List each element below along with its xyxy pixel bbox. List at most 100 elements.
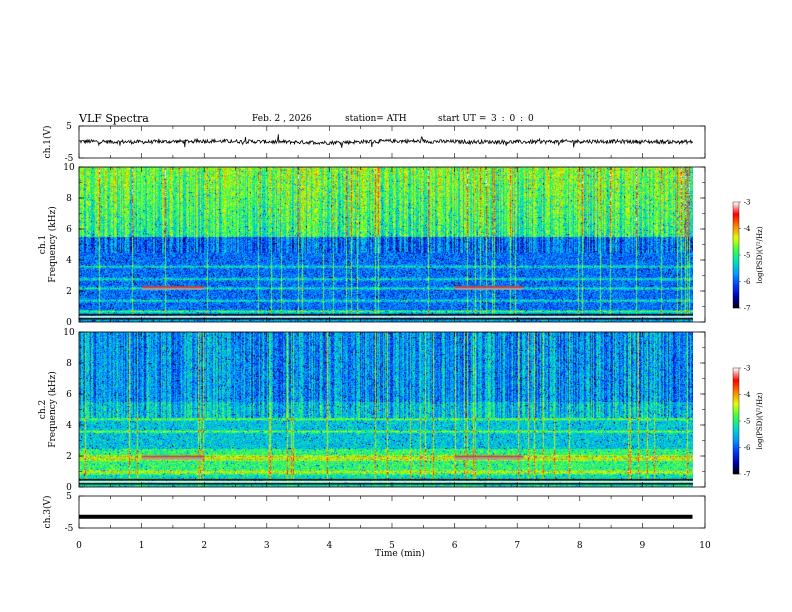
colorbar-swatch — [733, 391, 739, 393]
colorbar-swatch — [733, 304, 739, 306]
ch1-spectrogram-panel — [78, 166, 706, 323]
colorbar-swatch — [733, 222, 739, 224]
colorbar-swatch — [733, 271, 739, 273]
colorbar-swatch — [733, 469, 739, 471]
colorbar-swatch — [733, 461, 739, 463]
colorbar-swatch — [733, 207, 739, 209]
colorbar-swatch — [733, 221, 739, 223]
colorbar-swatch — [733, 372, 739, 374]
colorbar-swatch — [733, 399, 739, 401]
colorbar-swatch — [733, 214, 739, 216]
colorbar-swatch — [733, 449, 739, 451]
colorbar-swatch — [733, 440, 739, 442]
colorbar-swatch — [733, 446, 739, 448]
colorbar-swatch — [733, 307, 739, 309]
colorbar-swatch — [733, 463, 739, 465]
colorbar-swatch — [733, 444, 739, 446]
colorbar-swatch — [733, 387, 739, 389]
colorbar-swatch — [733, 430, 739, 432]
colorbar-swatch — [733, 458, 739, 460]
colorbar-tick-label: -7 — [744, 471, 751, 479]
x-tick-label: 7 — [514, 541, 520, 551]
colorbar-swatch — [733, 448, 739, 450]
y-tick-label: 8 — [66, 359, 72, 369]
colorbar-swatch — [733, 302, 739, 304]
colorbar-swatch — [733, 456, 739, 458]
colorbar-swatch — [733, 400, 739, 402]
colorbar-swatch — [733, 390, 739, 392]
colorbar-swatch — [733, 282, 739, 284]
colorbar-swatch — [733, 203, 739, 205]
y-axis-label: Frequency (kHz) — [47, 371, 58, 448]
y-axis-label: ch.2 — [38, 400, 48, 419]
colorbar-swatch — [733, 466, 739, 468]
colorbar-swatch — [733, 471, 739, 473]
colorbar-swatch — [733, 226, 739, 228]
colorbar-swatch — [733, 253, 739, 255]
colorbar-swatch — [733, 256, 739, 258]
colorbar-swatch — [733, 409, 739, 411]
colorbar-swatch — [733, 416, 739, 418]
colorbar-swatch — [733, 249, 739, 251]
colorbar-swatch — [733, 412, 739, 414]
colorbar-swatch — [733, 272, 739, 274]
colorbar-swatch — [733, 375, 739, 377]
colorbar-swatch — [733, 379, 739, 381]
colorbar-swatch — [733, 299, 739, 301]
colorbar-swatch — [733, 470, 739, 472]
colorbar-swatch — [733, 239, 739, 241]
y-axis-label: ch.3(V) — [42, 496, 53, 529]
colorbar-label: log(PSD)(V²/Hz) — [756, 392, 764, 449]
y-tick-label: 10 — [63, 328, 75, 338]
colorbar-swatch — [733, 402, 739, 404]
colorbar-swatch — [733, 386, 739, 388]
y-tick-label: 6 — [66, 225, 72, 235]
colorbar-swatch — [733, 227, 739, 229]
colorbar-swatch — [733, 254, 739, 256]
colorbar-swatch — [733, 454, 739, 456]
colorbar-swatch — [733, 258, 739, 260]
colorbar-swatch — [733, 455, 739, 457]
colorbar-tick-label: -4 — [744, 225, 751, 233]
ch1-colorbar: -3 -4 -5 -6 -7 log(PSD)(V²/Hz) — [732, 199, 764, 313]
colorbar-swatch — [733, 273, 739, 275]
colorbar-swatch — [733, 380, 739, 382]
y-tick-label: 2 — [66, 287, 72, 297]
colorbar-swatch — [733, 286, 739, 288]
colorbar-swatch — [733, 236, 739, 238]
colorbar-swatch — [733, 237, 739, 239]
colorbar-tick-label: -3 — [744, 199, 751, 207]
colorbar-swatch — [733, 442, 739, 444]
colorbar-swatch — [733, 427, 739, 429]
x-tick-label: 4 — [327, 541, 333, 551]
y-tick-label: 5 — [66, 492, 72, 502]
colorbar-swatch — [733, 414, 739, 416]
colorbar-swatch — [733, 257, 739, 259]
colorbar-swatch — [733, 392, 739, 394]
colorbar-swatch — [733, 432, 739, 434]
colorbar-swatch — [733, 246, 739, 248]
station-label: station= ATH — [345, 114, 407, 124]
y-axis-label: Frequency (kHz) — [47, 206, 58, 283]
y-tick-label: 0 — [66, 318, 72, 328]
start-ut-label: start UT = — [438, 114, 487, 124]
colorbar-swatch — [733, 263, 739, 265]
colorbar-swatch — [733, 421, 739, 423]
colorbar-swatch — [733, 215, 739, 217]
colorbar-swatch — [733, 275, 739, 277]
y-tick-label: -5 — [65, 154, 74, 164]
colorbar-swatch — [733, 217, 739, 219]
colorbar-swatch — [733, 274, 739, 276]
colorbar-swatch — [733, 290, 739, 292]
colorbar-swatch — [733, 383, 739, 385]
colorbar-swatch — [733, 388, 739, 390]
colorbar-swatch — [733, 281, 739, 283]
colorbar-swatch — [733, 410, 739, 412]
colorbar-swatch — [733, 265, 739, 267]
colorbar-swatch — [733, 422, 739, 424]
colorbar-swatch — [733, 445, 739, 447]
x-tick-label: 3 — [264, 541, 270, 551]
colorbar-swatch — [733, 205, 739, 207]
ch1-waveform-line — [78, 134, 693, 148]
colorbar-swatch — [733, 460, 739, 462]
